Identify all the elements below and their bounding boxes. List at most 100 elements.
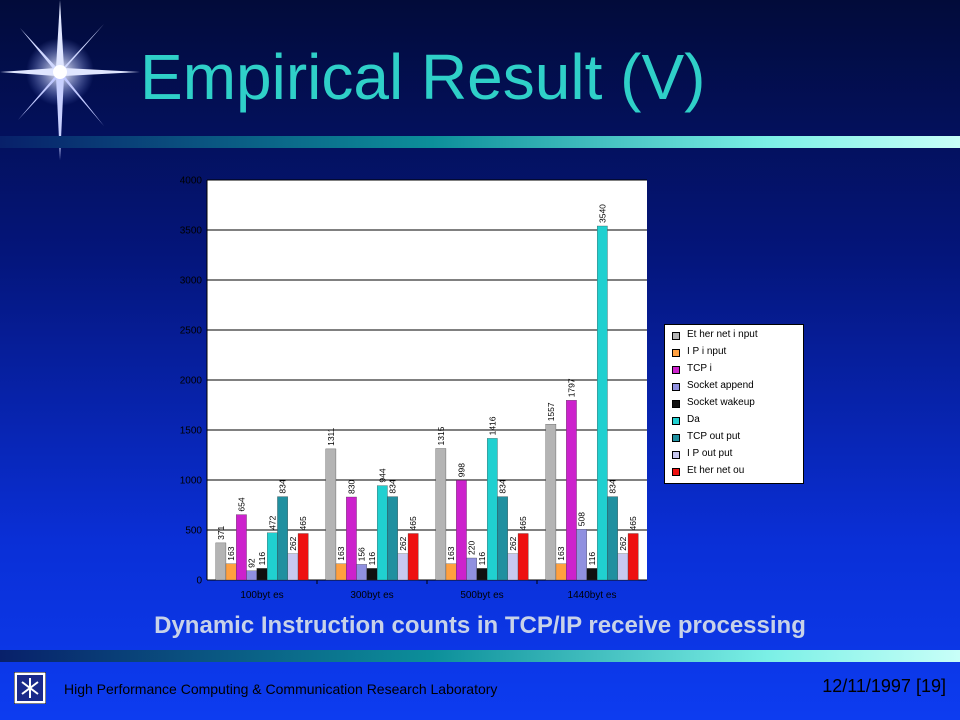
bar xyxy=(297,533,309,581)
legend-item: Socket append xyxy=(665,380,801,394)
data-label: 163 xyxy=(226,546,236,560)
footer-date: 12/11/1997 xyxy=(822,676,911,696)
data-label: 465 xyxy=(628,516,638,530)
bar xyxy=(576,529,587,581)
bar xyxy=(407,533,419,581)
bar xyxy=(215,542,227,581)
chart-legend: Et her net i nput I P i nput TCP i Socket a… xyxy=(664,324,804,484)
legend-label: Socket append xyxy=(687,380,754,391)
data-label: 472 xyxy=(267,515,277,529)
bar xyxy=(397,553,409,581)
bar xyxy=(596,225,608,581)
category-label: 500byt es xyxy=(460,590,503,601)
data-label: 1416 xyxy=(487,416,497,435)
legend-swatch xyxy=(672,451,680,459)
bar xyxy=(466,557,477,581)
bar xyxy=(366,568,378,581)
data-label: 465 xyxy=(518,516,528,530)
data-label: 3540 xyxy=(597,204,607,223)
data-label: 830 xyxy=(346,480,356,494)
data-label: 163 xyxy=(556,546,566,560)
data-label: 465 xyxy=(298,516,308,530)
data-label: 834 xyxy=(498,479,508,493)
data-label: 465 xyxy=(408,516,418,530)
category-label: 300byt es xyxy=(350,590,393,601)
y-tick-label: 3500 xyxy=(180,226,203,237)
lab-logo xyxy=(14,672,46,704)
bar xyxy=(617,553,629,581)
bar xyxy=(346,496,357,581)
y-tick-label: 4000 xyxy=(180,176,203,187)
bar xyxy=(277,496,288,581)
category-label: 1440byt es xyxy=(568,590,617,601)
data-label: 508 xyxy=(577,512,587,526)
footer-date-page: 12/11/1997 [19] xyxy=(822,676,946,697)
legend-swatch xyxy=(672,434,680,442)
bar xyxy=(445,563,457,581)
footer-lab-name: High Performance Computing & Communicati… xyxy=(64,681,498,697)
legend-label: TCP out put xyxy=(687,431,741,442)
legend-item: Socket wakeup xyxy=(665,397,801,411)
bar xyxy=(256,568,268,581)
legend-item: TCP out put xyxy=(665,431,801,445)
data-label: 834 xyxy=(278,479,288,493)
bar xyxy=(287,553,299,581)
data-label: 834 xyxy=(388,479,398,493)
data-label: 156 xyxy=(357,547,367,561)
legend-swatch xyxy=(672,332,680,340)
legend-label: Et her net i nput xyxy=(687,329,758,340)
bar xyxy=(356,564,368,581)
bar xyxy=(325,448,337,581)
legend-item: I P out put xyxy=(665,448,801,462)
data-label: 116 xyxy=(477,552,487,566)
bar xyxy=(476,568,488,581)
bar xyxy=(607,496,618,581)
data-label: 944 xyxy=(377,468,387,482)
slide-title: Empirical Result (V) xyxy=(140,41,706,113)
data-label: 1557 xyxy=(546,402,556,421)
legend-label: Socket wakeup xyxy=(687,397,755,408)
legend-item: I P i nput xyxy=(665,346,801,360)
bar-chart: 0 500 1000 1500 2000 2500 3000 3500 4000 100byt e… xyxy=(180,176,647,601)
data-label: 654 xyxy=(236,497,246,511)
data-label: 116 xyxy=(257,552,267,566)
bar xyxy=(555,563,567,581)
legend-label: TCP i xyxy=(687,363,712,374)
legend-label: I P i nput xyxy=(687,346,727,357)
legend-swatch xyxy=(672,366,680,374)
data-label: 371 xyxy=(216,525,226,539)
data-label: 1311 xyxy=(326,427,336,446)
bar xyxy=(236,514,247,581)
legend-label: I P out put xyxy=(687,448,733,459)
legend-swatch xyxy=(672,468,680,476)
y-tick-label: 0 xyxy=(196,576,202,587)
bar xyxy=(517,533,529,581)
bar xyxy=(497,496,508,581)
y-tick-label: 1000 xyxy=(180,476,203,487)
page-number: [19] xyxy=(915,676,946,696)
starburst-icon xyxy=(0,0,140,160)
legend-swatch xyxy=(672,400,680,408)
bar xyxy=(507,553,519,581)
bar xyxy=(486,438,498,581)
legend-swatch xyxy=(672,417,680,425)
legend-item: TCP i xyxy=(665,363,801,377)
bar xyxy=(586,568,598,581)
bar xyxy=(246,570,258,581)
data-label: 834 xyxy=(608,479,618,493)
y-tick-label: 500 xyxy=(185,526,202,537)
data-label: 998 xyxy=(456,463,466,477)
legend-swatch xyxy=(672,349,680,357)
legend-swatch xyxy=(672,383,680,391)
data-label: 116 xyxy=(367,552,377,566)
data-label: 116 xyxy=(587,552,597,566)
category-label: 100byt es xyxy=(240,590,283,601)
bar xyxy=(225,563,237,581)
data-label: 163 xyxy=(336,546,346,560)
data-label: 262 xyxy=(398,536,408,550)
bar xyxy=(627,533,639,581)
y-tick-label: 1500 xyxy=(180,426,203,437)
legend-item: Et her net i nput xyxy=(665,329,801,343)
legend-label: Et her net ou xyxy=(687,465,745,476)
bar xyxy=(456,480,467,581)
